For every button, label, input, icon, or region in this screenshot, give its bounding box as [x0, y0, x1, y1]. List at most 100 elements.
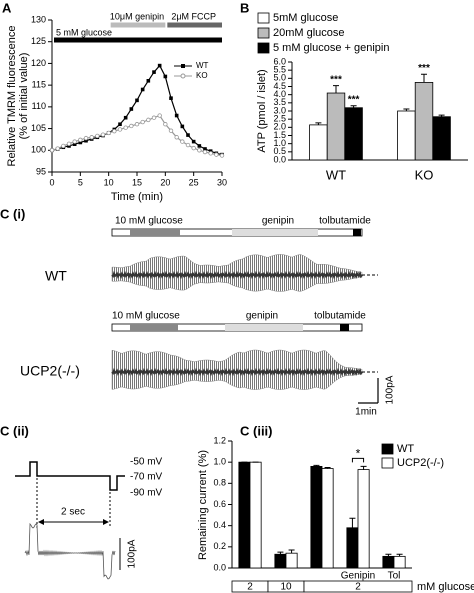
y-tick-label: 110 — [32, 101, 46, 111]
bar — [397, 110, 416, 161]
x-tick-label: 30 — [217, 177, 227, 187]
marker — [135, 98, 139, 103]
y-tick-label: 130 — [31, 14, 46, 24]
marker — [208, 151, 213, 156]
y-tick-label: 1.0 — [273, 138, 286, 148]
legend-swatch — [257, 42, 270, 54]
interval-label: 2 sec — [61, 507, 85, 518]
y-tick-label: 0.0 — [213, 562, 226, 572]
bar — [344, 107, 363, 161]
marker — [61, 143, 66, 149]
marker — [180, 139, 185, 144]
y-axis-label: Relative TMRM fluorescence — [6, 25, 18, 166]
legend-swatch — [257, 27, 270, 39]
y-tick-label: 6.0 — [273, 56, 286, 66]
y-tick-label: 3.5 — [273, 97, 286, 107]
treatment-bar — [167, 22, 222, 28]
marker — [72, 139, 77, 144]
significance: * — [356, 447, 361, 461]
voltage-label: -70 mV — [130, 472, 163, 483]
y-tick-label: 0.5 — [273, 146, 286, 156]
error-bar — [333, 85, 339, 94]
marker — [129, 123, 134, 129]
panel-label: C (i) — [0, 206, 25, 221]
marker — [112, 128, 117, 134]
protocol-label: tolbutamide — [319, 216, 371, 227]
legend-swatch — [381, 443, 394, 455]
trace-label: UCP2(-/-) — [20, 363, 80, 379]
condition-label: 2 — [355, 582, 361, 593]
legend-swatch — [381, 457, 394, 469]
y-tick-label: 105 — [31, 123, 46, 133]
marker — [214, 152, 219, 157]
marker — [66, 141, 72, 146]
interval-arrow — [36, 478, 111, 528]
trace-label: WT — [45, 268, 67, 284]
x-tick-label: 20 — [160, 177, 170, 187]
error-bar — [360, 465, 367, 470]
condition-unit: mM glucose — [417, 581, 474, 593]
legend-label: KO — [196, 71, 208, 80]
bar — [414, 82, 434, 161]
y-tick-label: 120 — [31, 58, 46, 68]
error-bar — [421, 73, 427, 83]
panel-label: C (iii) — [240, 423, 273, 438]
bar — [310, 465, 323, 569]
x-tick-label: 15 — [132, 177, 142, 187]
treatment-label: 5 mM glucose — [56, 27, 112, 37]
y-tick-label: 0.6 — [213, 499, 226, 509]
legend-swatch — [257, 12, 270, 24]
y-tick-label: 2.5 — [273, 114, 286, 124]
marker — [106, 130, 111, 136]
marker — [72, 142, 77, 147]
marker — [168, 128, 174, 133]
error-bar — [277, 551, 284, 555]
legend-label: 5mM glucose — [273, 12, 338, 24]
y-tick-label: 100 — [31, 145, 46, 155]
x-tick-label: 25 — [189, 177, 199, 187]
y-tick-label: 0.0 — [273, 154, 286, 164]
legend-label: WT — [397, 443, 414, 455]
protocol-bar — [111, 228, 363, 237]
legend-label: 20mM glucose — [273, 27, 345, 39]
bar — [309, 124, 328, 161]
trace-baseline — [111, 367, 363, 377]
x-tick-label: 0 — [49, 177, 54, 187]
marker — [174, 113, 179, 118]
legend-marker — [180, 73, 186, 79]
y-axis-label: Remaining current (%) — [197, 450, 209, 560]
marker — [83, 135, 89, 141]
y-tick-label: 1.2 — [213, 435, 226, 445]
marker — [180, 124, 185, 129]
marker — [140, 119, 145, 125]
bar — [346, 527, 359, 569]
legend-label: WT — [196, 61, 209, 70]
y-tick-label: 2.0 — [273, 122, 286, 132]
marker — [185, 142, 191, 148]
error-bar — [385, 553, 392, 557]
legend-label: 5 mM glucose + genipin — [273, 42, 389, 54]
bar — [393, 555, 406, 569]
error-bar — [438, 114, 445, 117]
protocol-label: genipin — [262, 216, 294, 227]
marker — [117, 127, 123, 132]
y-tick-label: 0.4 — [213, 520, 226, 530]
y-tick-label: 95 — [36, 166, 46, 176]
y-tick-label: 5.0 — [273, 73, 286, 83]
current-trace — [24, 522, 116, 580]
bar — [249, 461, 262, 569]
legend-marker — [181, 64, 185, 68]
series-line — [51, 114, 223, 157]
bar — [238, 461, 251, 569]
scale-label: 100pA — [127, 539, 138, 568]
x-tick-label: Genipin — [341, 571, 375, 582]
bar — [321, 468, 334, 569]
bar — [357, 469, 370, 569]
y-axis-label: ATP (pmol / islet) — [256, 69, 268, 152]
marker — [95, 133, 100, 139]
marker — [49, 148, 55, 153]
marker — [100, 132, 106, 137]
y-tick-label: 1.5 — [273, 130, 286, 140]
error-bar — [349, 517, 356, 528]
error-bar — [324, 466, 331, 469]
